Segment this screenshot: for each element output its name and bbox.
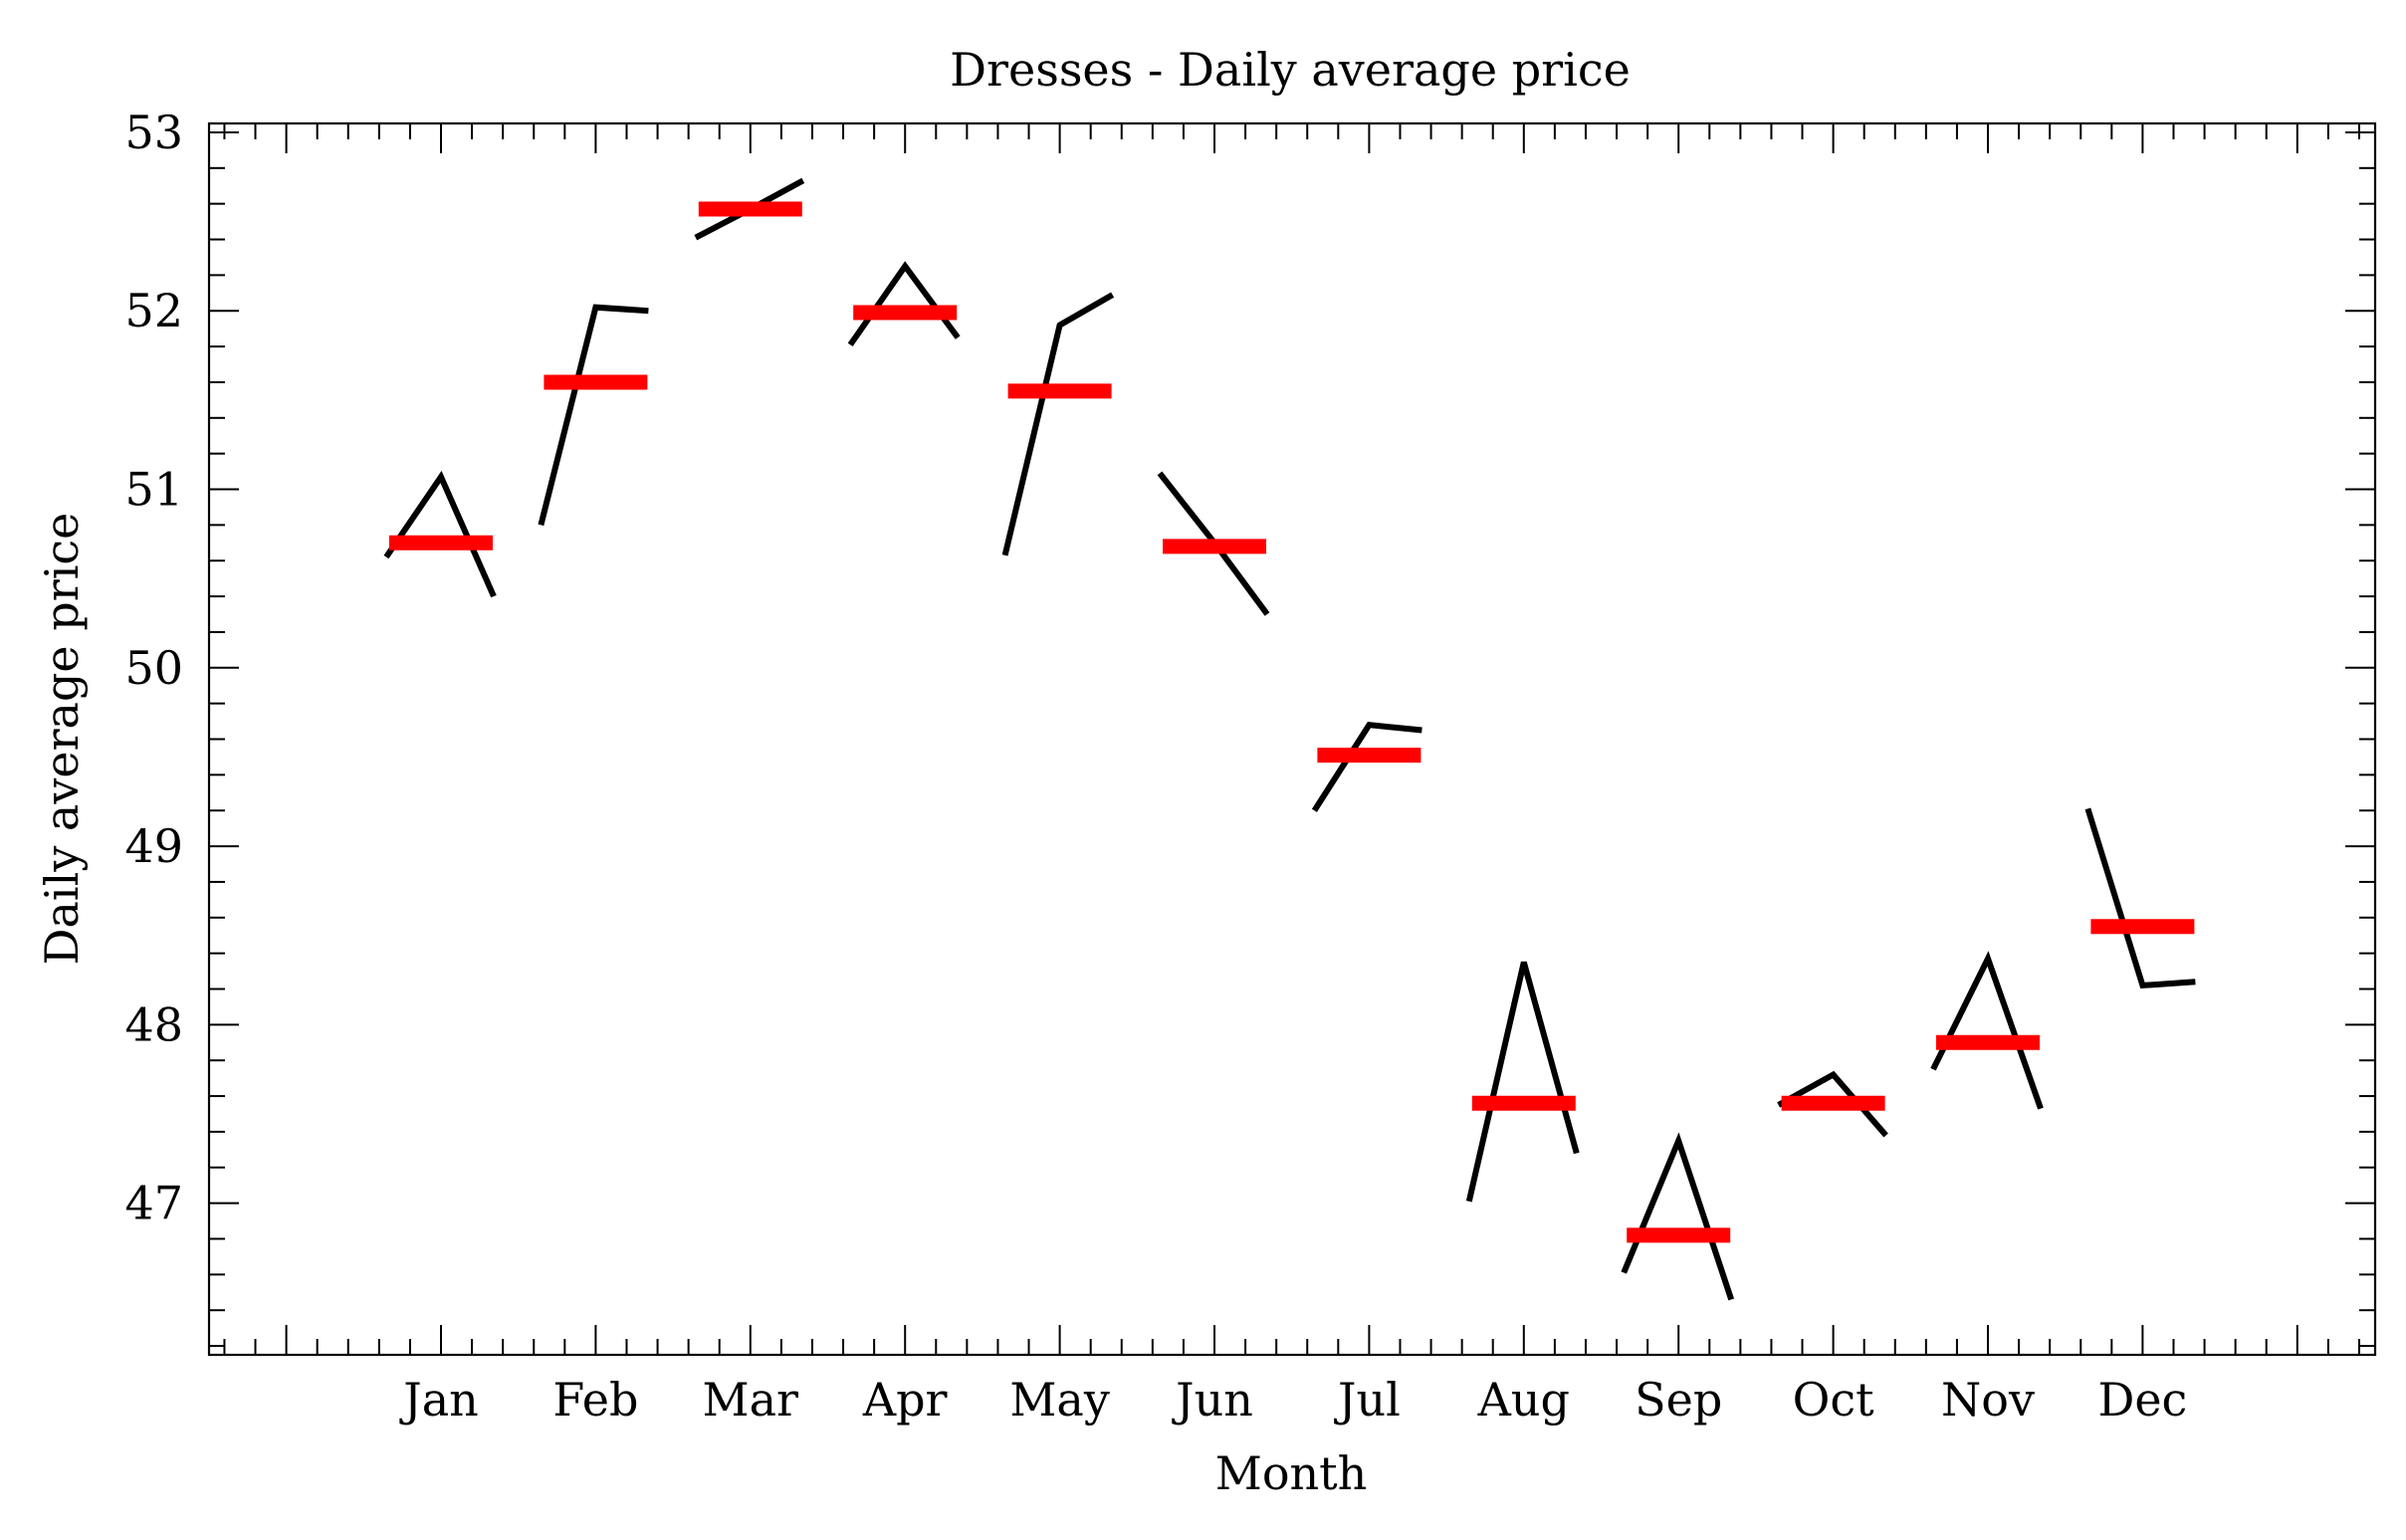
x-tick-label-sep: Sep [1635, 1373, 1722, 1427]
daily-profile-line-dec [2084, 807, 2196, 990]
y-tick-label: 49 [124, 819, 183, 873]
chart-title: Dresses - Daily average price [950, 43, 1631, 97]
axis-ticks [209, 123, 2375, 1355]
x-tick-label-jul: Jul [1334, 1373, 1401, 1427]
x-tick-label-feb: Feb [552, 1373, 638, 1427]
daily-profile-line-jan [383, 470, 497, 598]
x-tick-label-may: May [1009, 1373, 1110, 1427]
daily-profile-line-feb [538, 304, 649, 527]
x-tick-label-dec: Dec [2097, 1373, 2187, 1427]
chart-marks [383, 177, 2196, 1301]
x-tick-label-nov: Nov [1941, 1373, 2035, 1427]
daily-profile-line-jul [1311, 722, 1422, 812]
daily-profile-line-oct [1777, 1070, 1888, 1138]
daily-profile-line-nov [1930, 951, 2044, 1110]
y-tick-label: 51 [124, 463, 183, 517]
y-tick-label: 47 [124, 1177, 183, 1230]
y-tick-label: 52 [124, 284, 183, 337]
x-tick-label-oct: Oct [1793, 1373, 1874, 1427]
daily-profile-line-may [1001, 292, 1115, 556]
daily-profile-line-aug [1465, 961, 1580, 1203]
y-tick-label: 53 [124, 106, 183, 159]
y-tick-label: 48 [124, 997, 183, 1051]
y-axis-label: Daily average price [35, 513, 89, 966]
plot-frame [207, 121, 2377, 1357]
x-tick-label-jan: Jan [399, 1373, 479, 1427]
x-tick-label-aug: Aug [1477, 1373, 1570, 1427]
x-tick-label-apr: Apr [862, 1373, 948, 1427]
x-tick-label-jun: Jun [1172, 1373, 1253, 1427]
x-axis-label: Month [1215, 1446, 1368, 1500]
y-tick-label: 50 [124, 641, 183, 695]
x-tick-label-mar: Mar [703, 1373, 799, 1427]
tick-labels: Jan Feb Mar Apr May Jun Jul Aug Sep Oct Nov Dec 47 48… [124, 106, 2187, 1427]
